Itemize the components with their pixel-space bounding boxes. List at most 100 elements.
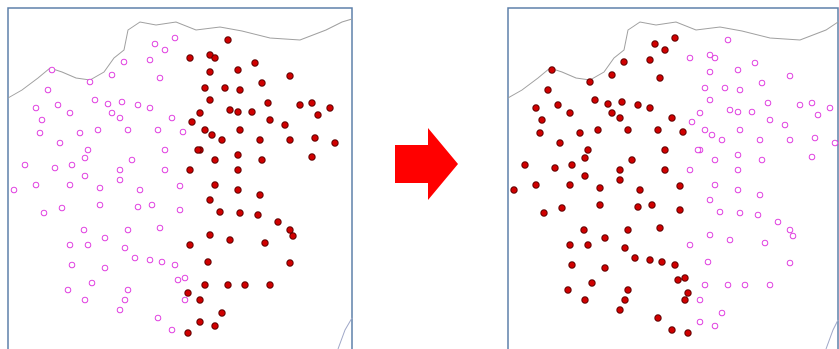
station-inactive <box>121 296 129 304</box>
station-active <box>634 203 642 211</box>
station-active <box>256 191 264 199</box>
station-inactive <box>81 172 89 180</box>
station-active <box>258 156 266 164</box>
station-active <box>548 66 556 74</box>
station-active <box>236 86 244 94</box>
station-inactive <box>158 258 166 266</box>
station-active <box>564 286 572 294</box>
station-active <box>266 116 274 124</box>
station-active <box>684 329 692 337</box>
station-inactive <box>748 108 756 116</box>
station-inactive <box>64 286 72 294</box>
station-active <box>184 329 192 337</box>
station-active <box>311 134 319 142</box>
station-inactive <box>764 99 772 107</box>
station-active <box>608 71 616 79</box>
station-active <box>631 254 639 262</box>
station-active <box>671 34 679 42</box>
station-active <box>234 151 242 159</box>
station-active <box>671 261 679 269</box>
station-inactive <box>724 36 732 44</box>
station-active <box>636 186 644 194</box>
station-inactive <box>108 109 116 117</box>
station-active <box>556 139 564 147</box>
station-inactive <box>124 126 132 134</box>
coastline <box>7 18 353 99</box>
station-active <box>510 186 518 194</box>
station-inactive <box>171 34 179 42</box>
station-inactive <box>131 254 139 262</box>
station-inactive <box>96 184 104 192</box>
station-active <box>208 131 216 139</box>
station-inactive <box>10 186 18 194</box>
station-inactive <box>38 116 46 124</box>
left-panel <box>7 7 353 349</box>
station-inactive <box>756 191 764 199</box>
station-inactive <box>120 58 128 66</box>
station-active <box>618 98 626 106</box>
station-inactive <box>76 129 84 137</box>
station-inactive <box>706 51 714 59</box>
station-active <box>314 111 322 119</box>
station-inactive <box>721 84 729 92</box>
station-active <box>326 104 334 112</box>
station-inactive <box>146 104 154 112</box>
station-active <box>186 166 194 174</box>
station-active <box>241 281 249 289</box>
station-inactive <box>706 196 714 204</box>
border-line <box>337 317 353 349</box>
station-active <box>601 234 609 242</box>
station-active <box>621 244 629 252</box>
station-inactive <box>40 209 48 217</box>
station-active <box>201 84 209 92</box>
station-inactive <box>814 111 822 119</box>
station-inactive <box>54 101 62 109</box>
station-inactive <box>128 156 136 164</box>
station-inactive <box>174 276 182 284</box>
station-active <box>581 296 589 304</box>
station-active <box>289 232 297 240</box>
station-active <box>681 274 689 282</box>
station-active <box>194 146 202 154</box>
station-active <box>266 281 274 289</box>
station-active <box>568 261 576 269</box>
station-inactive <box>808 153 816 161</box>
station-active <box>544 86 552 94</box>
station-active <box>646 56 654 64</box>
station-inactive <box>66 181 74 189</box>
station-inactive <box>711 54 719 62</box>
station-inactive <box>711 322 719 330</box>
station-inactive <box>736 86 744 94</box>
station-active <box>224 36 232 44</box>
station-inactive <box>91 96 99 104</box>
station-active <box>258 79 266 87</box>
station-active <box>616 306 624 314</box>
station-active <box>286 259 294 267</box>
station-inactive <box>116 166 124 174</box>
station-active <box>206 96 214 104</box>
panel-frame <box>507 7 839 349</box>
station-inactive <box>116 306 124 314</box>
station-active <box>654 126 662 134</box>
station-active <box>264 99 272 107</box>
station-active <box>676 206 684 214</box>
station-active <box>656 74 664 82</box>
station-inactive <box>766 116 774 124</box>
station-inactive <box>168 326 176 334</box>
station-inactive <box>701 126 709 134</box>
station-active <box>521 161 529 169</box>
station-inactive <box>66 109 74 117</box>
station-active <box>621 296 629 304</box>
station-active <box>558 204 566 212</box>
arrow <box>395 128 458 200</box>
station-inactive <box>181 274 189 282</box>
station-inactive <box>786 259 794 267</box>
station-inactive <box>716 208 724 216</box>
station-active <box>186 54 194 62</box>
station-inactive <box>161 166 169 174</box>
station-inactive <box>708 131 716 139</box>
station-active <box>236 209 244 217</box>
station-inactive <box>36 129 44 137</box>
station-active <box>226 236 234 244</box>
station-active <box>668 326 676 334</box>
